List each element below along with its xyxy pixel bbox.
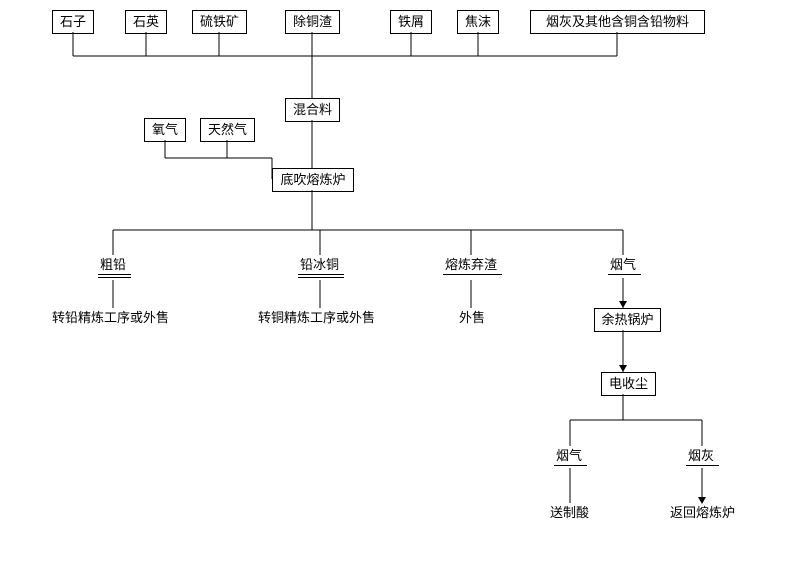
arrow-to-fanhui <box>698 497 706 504</box>
input-oxygen: 氧气 <box>144 118 186 142</box>
out-yanqi: 烟气 <box>610 257 636 273</box>
node-furnace: 底吹熔炼炉 <box>272 168 354 192</box>
split-yanhui: 烟灰 <box>688 448 714 464</box>
underline-yanqi <box>608 274 641 275</box>
note-qianrefine: 转铅精炼工序或外售 <box>52 310 169 326</box>
note-songzhisuan: 送制酸 <box>550 505 589 521</box>
input-shizi: 石子 <box>52 10 94 34</box>
arrow-to-esp <box>619 365 627 372</box>
out-cuqi: 粗铅 <box>100 257 126 273</box>
arrow-to-boiler <box>619 301 627 308</box>
underline-split-yanqi <box>554 465 587 466</box>
note-tongrefine: 转铜精炼工序或外售 <box>258 310 375 326</box>
input-shiying: 石英 <box>125 10 167 34</box>
input-yanhui: 烟灰及其他含铜含铅物料 <box>530 10 705 34</box>
node-mix: 混合料 <box>285 98 340 122</box>
input-chutongzha: 除铜渣 <box>285 10 340 34</box>
note-fanhui: 返回熔炼炉 <box>670 505 735 521</box>
underline-split-yanhui <box>686 465 719 466</box>
note-waishou: 外售 <box>459 310 485 326</box>
out-qizha: 熔炼弃渣 <box>445 257 497 273</box>
node-boiler: 余热锅炉 <box>594 308 661 332</box>
input-natgas: 天然气 <box>200 118 255 142</box>
input-liutiekuang: 硫铁矿 <box>192 10 247 34</box>
out-qianbingtong: 铅冰铜 <box>300 257 339 273</box>
input-jiaomo: 焦沫 <box>457 10 499 34</box>
underline-cuqi <box>98 274 131 278</box>
split-yanqi: 烟气 <box>556 448 582 464</box>
node-esp: 电收尘 <box>601 372 656 396</box>
underline-qizha <box>443 274 502 275</box>
underline-qianbingtong <box>298 274 344 278</box>
flow-lines <box>0 0 800 586</box>
input-tiexie: 铁屑 <box>390 10 432 34</box>
